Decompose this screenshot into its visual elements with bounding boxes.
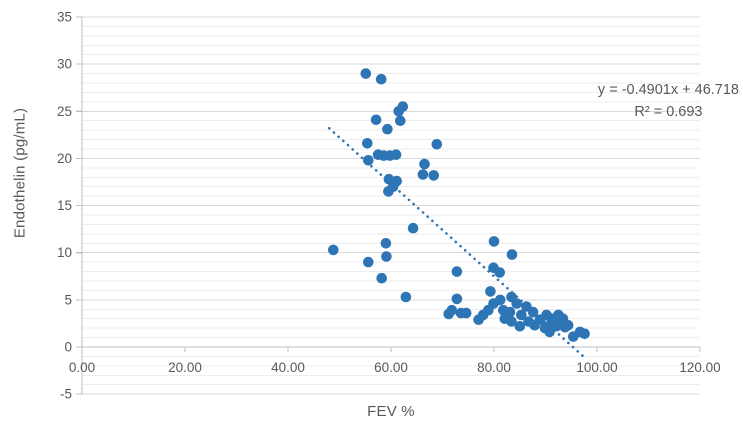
- data-point[interactable]: [488, 236, 500, 247]
- data-point[interactable]: [390, 149, 402, 160]
- data-point[interactable]: [559, 321, 571, 333]
- data-point[interactable]: [511, 298, 522, 309]
- data-point[interactable]: [417, 169, 429, 180]
- y-tick-label: 35: [57, 10, 72, 25]
- data-point[interactable]: [506, 316, 517, 327]
- data-point[interactable]: [360, 68, 372, 79]
- data-point[interactable]: [494, 294, 506, 306]
- data-point[interactable]: [494, 267, 506, 278]
- data-point[interactable]: [527, 306, 539, 318]
- equation-text: y = -0.4901x + 46.718: [597, 82, 739, 98]
- data-point[interactable]: [451, 293, 463, 305]
- data-point[interactable]: [544, 326, 555, 338]
- data-point[interactable]: [370, 114, 382, 126]
- y-tick-label: -5: [60, 387, 72, 402]
- data-point[interactable]: [400, 291, 412, 303]
- data-point[interactable]: [375, 73, 387, 85]
- x-tick-label: 120.00: [679, 360, 720, 375]
- data-point[interactable]: [376, 272, 388, 284]
- data-point[interactable]: [383, 186, 394, 197]
- data-point[interactable]: [485, 286, 496, 297]
- data-point[interactable]: [516, 309, 527, 321]
- data-point[interactable]: [362, 138, 373, 149]
- y-tick-label: 30: [57, 57, 72, 72]
- data-point[interactable]: [382, 123, 393, 135]
- data-point[interactable]: [451, 266, 463, 277]
- data-point[interactable]: [579, 328, 590, 340]
- data-point[interactable]: [419, 158, 430, 170]
- x-axis-title: FEV %: [367, 403, 415, 420]
- y-tick-label: 10: [57, 245, 72, 260]
- y-axis-title: Endothelin (pg/mL): [11, 107, 29, 239]
- x-tick-label: 80.00: [477, 360, 511, 375]
- y-tick-label: 25: [57, 104, 72, 119]
- y-tick-label: 20: [57, 151, 72, 166]
- x-tick-label: 100.00: [576, 360, 617, 375]
- data-point[interactable]: [328, 244, 339, 256]
- data-point[interactable]: [460, 307, 472, 319]
- x-tick-label: 40.00: [271, 360, 305, 375]
- data-point[interactable]: [506, 249, 518, 260]
- x-tick-label: 60.00: [374, 360, 408, 375]
- data-point[interactable]: [380, 238, 392, 249]
- data-point[interactable]: [381, 251, 392, 262]
- data-point[interactable]: [395, 115, 406, 126]
- x-tick-label: 20.00: [168, 360, 202, 375]
- trendline-equation: y = -0.4901x + 46.718 R² = 0.693: [598, 80, 739, 124]
- r-squared-text: R² = 0.693: [634, 103, 703, 120]
- data-point[interactable]: [443, 308, 455, 320]
- data-point[interactable]: [363, 155, 374, 166]
- x-tick-label: 0.00: [69, 360, 95, 375]
- data-point[interactable]: [514, 321, 526, 332]
- y-tick-label: 15: [57, 198, 72, 213]
- data-point[interactable]: [393, 106, 405, 117]
- data-point[interactable]: [428, 170, 440, 181]
- y-tick-label: 0: [64, 340, 72, 355]
- y-tick-label: 5: [64, 292, 72, 307]
- trendline: [327, 127, 589, 361]
- data-point[interactable]: [431, 139, 443, 150]
- data-point[interactable]: [363, 256, 374, 268]
- data-point[interactable]: [407, 222, 419, 234]
